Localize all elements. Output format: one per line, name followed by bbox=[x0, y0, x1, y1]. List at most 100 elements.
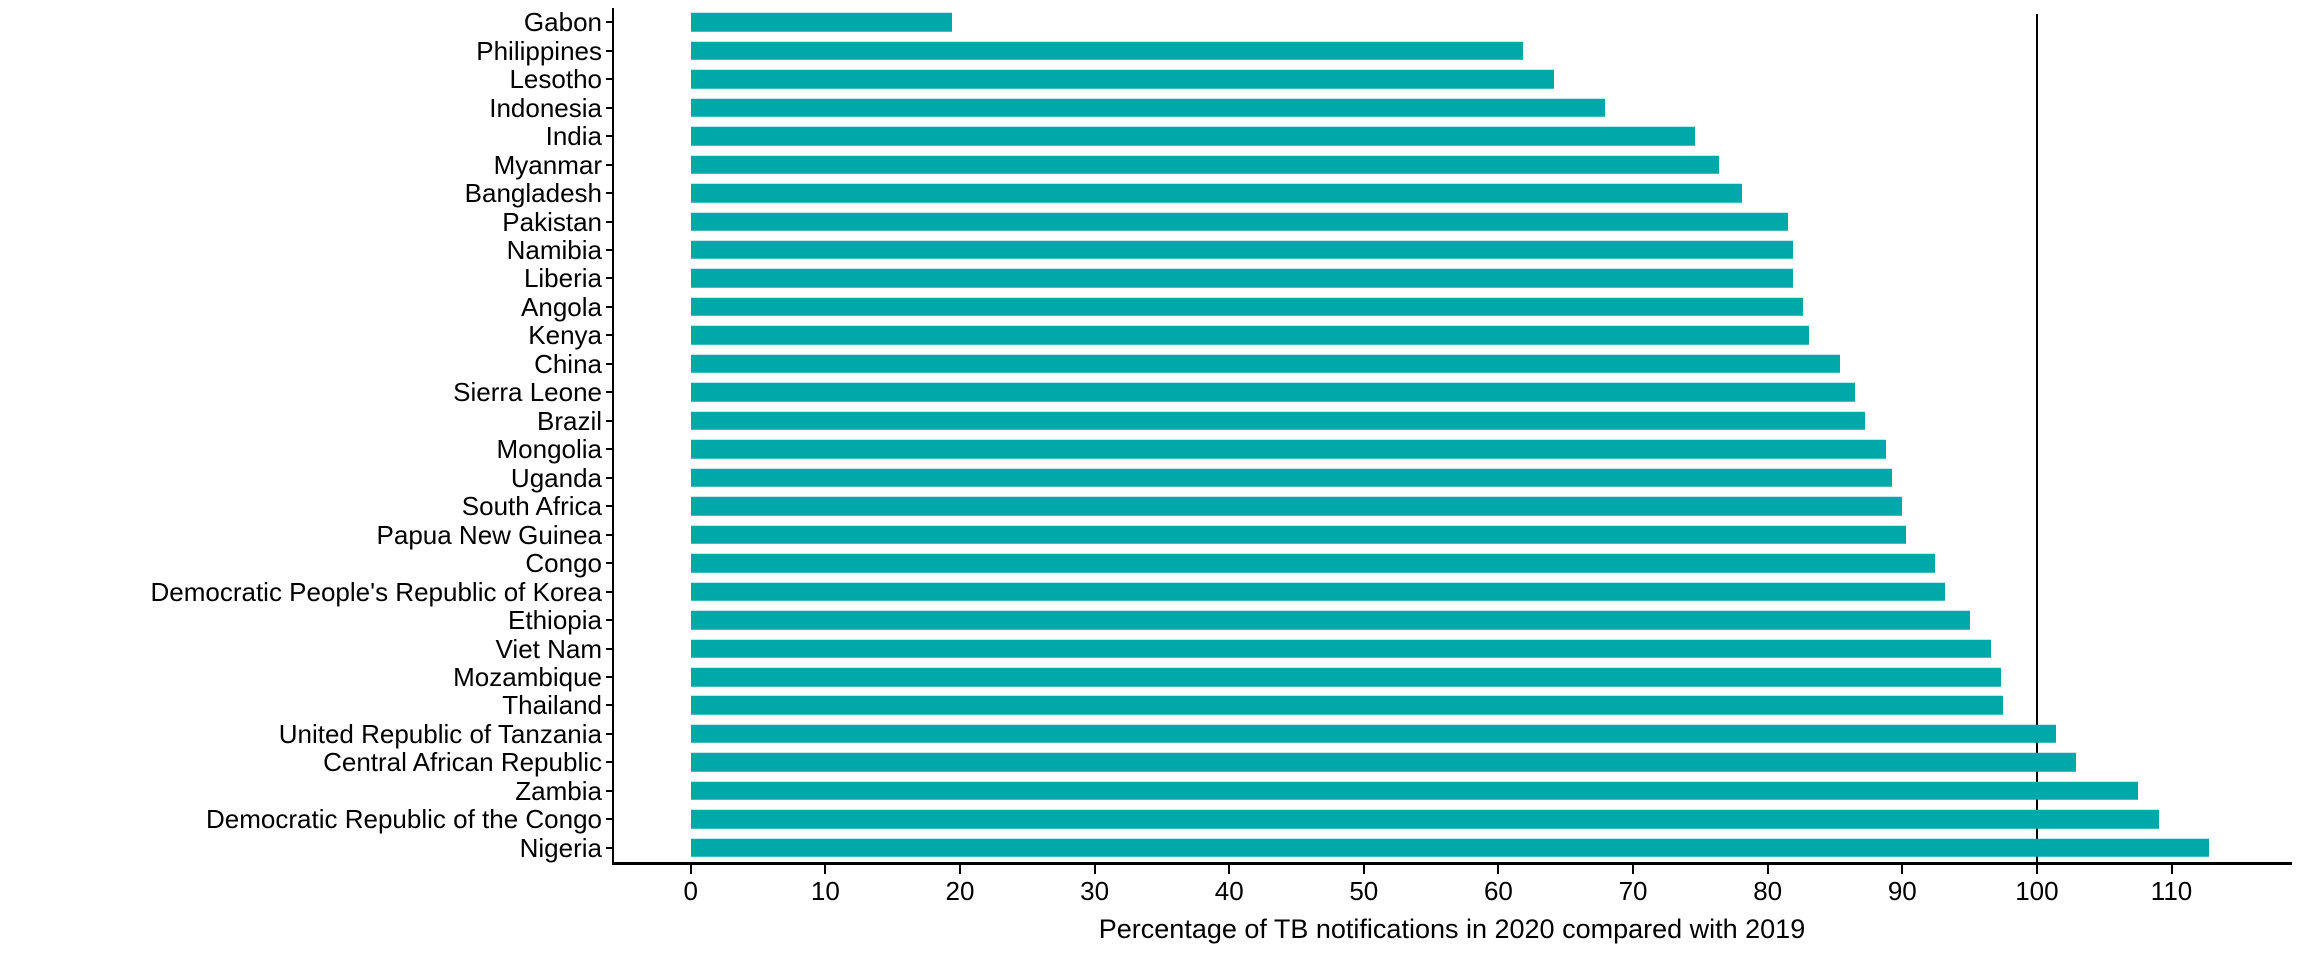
x-tick bbox=[1766, 865, 1769, 874]
bar bbox=[690, 354, 1841, 374]
category-row: Indonesia bbox=[0, 93, 614, 121]
category-row: Myanmar bbox=[0, 150, 614, 178]
y-tick bbox=[606, 562, 614, 565]
y-tick bbox=[606, 647, 614, 650]
y-tick bbox=[606, 704, 614, 707]
category-row: Sierra Leone bbox=[0, 378, 614, 406]
x-tick-label: 70 bbox=[1618, 876, 1648, 906]
bar-row bbox=[614, 834, 2290, 862]
category-row: Kenya bbox=[0, 321, 614, 349]
x-tick-label: 40 bbox=[1214, 876, 1244, 906]
bar bbox=[690, 12, 952, 32]
bar-row bbox=[614, 122, 2290, 150]
bar-row bbox=[614, 150, 2290, 178]
reference-line-100 bbox=[2035, 14, 2038, 862]
category-row: Ethiopia bbox=[0, 606, 614, 634]
bar bbox=[690, 212, 1788, 231]
x-tick-label: 90 bbox=[1887, 876, 1917, 906]
category-label: Congo bbox=[525, 548, 602, 579]
category-row: India bbox=[0, 122, 614, 150]
bar bbox=[690, 781, 2138, 801]
x-tick-label: 60 bbox=[1483, 876, 1513, 906]
y-tick bbox=[606, 761, 614, 764]
category-label: United Republic of Tanzania bbox=[278, 718, 602, 749]
x-tick bbox=[1901, 865, 1904, 874]
bar-row bbox=[614, 179, 2290, 207]
bar bbox=[690, 724, 2056, 744]
bar bbox=[690, 582, 1946, 601]
y-tick bbox=[606, 362, 614, 365]
category-row: Congo bbox=[0, 549, 614, 577]
y-tick bbox=[606, 676, 614, 679]
x-tick-label: 0 bbox=[683, 876, 698, 906]
bar-row bbox=[614, 65, 2290, 93]
category-row: Lesotho bbox=[0, 65, 614, 93]
bar bbox=[690, 525, 1907, 544]
x-tick bbox=[958, 865, 961, 874]
category-row: Nigeria bbox=[0, 834, 614, 862]
bar-row bbox=[614, 748, 2290, 776]
bar bbox=[690, 41, 1523, 60]
x-tick-label: 110 bbox=[2150, 876, 2193, 906]
bar bbox=[690, 753, 2076, 772]
bar-row bbox=[614, 264, 2290, 292]
bar-row bbox=[614, 549, 2290, 577]
x-tick-label: 80 bbox=[1753, 876, 1783, 906]
x-tick-label: 50 bbox=[1349, 876, 1379, 906]
y-tick bbox=[606, 818, 614, 821]
y-tick bbox=[606, 78, 614, 81]
bar-row bbox=[614, 350, 2290, 378]
plot-panel bbox=[614, 8, 2290, 862]
bar bbox=[690, 468, 1892, 487]
y-tick bbox=[606, 419, 614, 422]
category-label: Papua New Guinea bbox=[376, 519, 602, 550]
x-tick-label: 20 bbox=[945, 876, 975, 906]
bar bbox=[690, 126, 1695, 146]
category-label: Ethiopia bbox=[508, 605, 602, 636]
y-tick bbox=[606, 192, 614, 195]
bar bbox=[690, 183, 1743, 203]
bar-row bbox=[614, 207, 2290, 235]
y-tick bbox=[606, 220, 614, 223]
category-label: Democratic Republic of the Congo bbox=[206, 804, 602, 835]
category-row: Uganda bbox=[0, 464, 614, 492]
y-axis-line bbox=[612, 8, 614, 865]
bar-row bbox=[614, 8, 2290, 36]
y-tick bbox=[606, 277, 614, 280]
category-row: Mongolia bbox=[0, 435, 614, 463]
category-row: Angola bbox=[0, 293, 614, 321]
category-row: South Africa bbox=[0, 492, 614, 520]
category-label: Lesotho bbox=[509, 64, 602, 95]
category-row: United Republic of Tanzania bbox=[0, 720, 614, 748]
y-tick bbox=[606, 476, 614, 479]
bar bbox=[690, 667, 2001, 687]
bar bbox=[690, 240, 1794, 260]
category-row: Democratic People's Republic of Korea bbox=[0, 577, 614, 605]
category-label: Mongolia bbox=[496, 434, 602, 465]
category-label: Liberia bbox=[523, 263, 602, 294]
bar bbox=[690, 297, 1803, 317]
x-tick bbox=[824, 865, 827, 874]
x-tick bbox=[1228, 865, 1231, 874]
bar-row bbox=[614, 663, 2290, 691]
bar bbox=[690, 810, 2160, 829]
bar bbox=[690, 639, 1992, 658]
y-tick bbox=[606, 305, 614, 308]
x-tick bbox=[1497, 865, 1500, 874]
y-tick bbox=[606, 533, 614, 536]
y-tick bbox=[606, 106, 614, 109]
category-label: Indonesia bbox=[489, 92, 602, 123]
bar-row bbox=[614, 321, 2290, 349]
category-label: India bbox=[545, 121, 602, 152]
category-label: Pakistan bbox=[502, 206, 602, 237]
bar-row bbox=[614, 520, 2290, 548]
y-tick bbox=[606, 248, 614, 251]
y-tick bbox=[606, 789, 614, 792]
x-tick bbox=[2035, 865, 2038, 874]
x-axis-title: Percentage of TB notifications in 2020 c… bbox=[1098, 914, 1806, 944]
x-tick-label: 10 bbox=[810, 876, 840, 906]
x-tick bbox=[1632, 865, 1635, 874]
y-tick bbox=[606, 732, 614, 735]
bar-row bbox=[614, 236, 2290, 264]
